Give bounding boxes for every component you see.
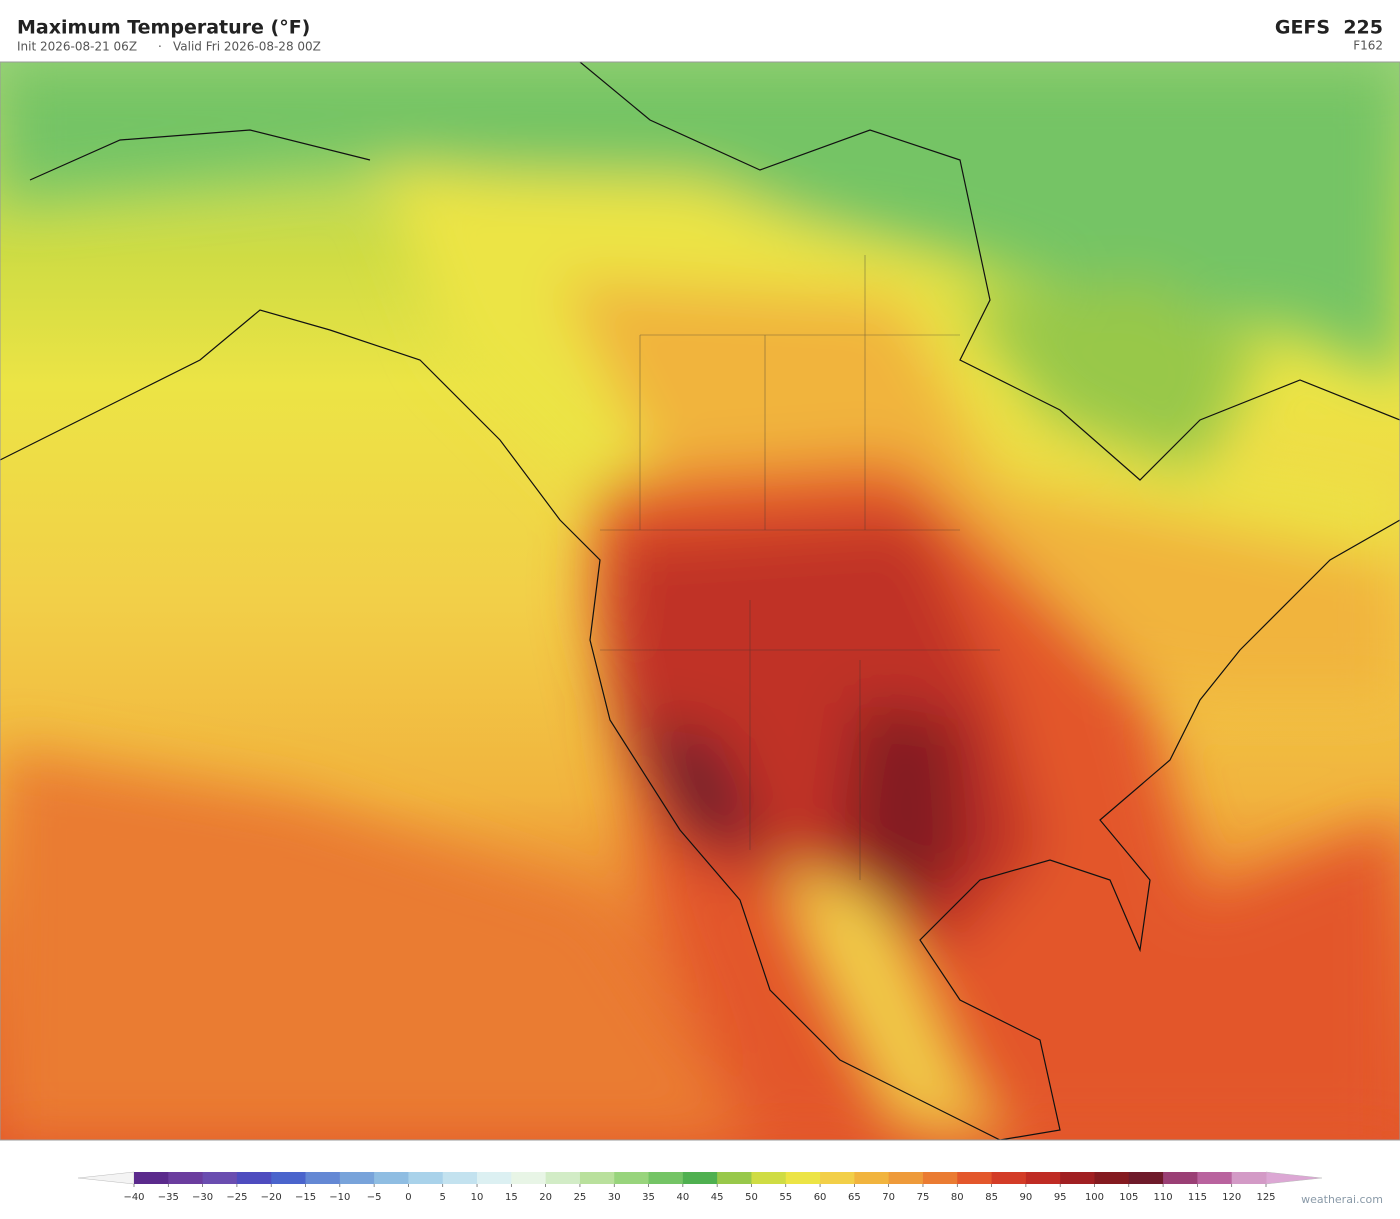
colorbar-tick-label: 95 xyxy=(1054,1192,1067,1203)
colorbar-segment xyxy=(820,1172,855,1184)
colorbar-segment xyxy=(408,1172,444,1184)
colorbar-segment xyxy=(511,1172,547,1184)
title: Maximum Temperature (°F) xyxy=(17,17,310,39)
colorbar-tick-label: −35 xyxy=(158,1192,179,1203)
colorbar-tick-label: 120 xyxy=(1222,1192,1241,1203)
colorbar-tick-label: −30 xyxy=(192,1192,213,1203)
colorbar-tick-label: 30 xyxy=(608,1192,621,1203)
colorbar-segment xyxy=(991,1172,1027,1184)
forecast-hour: F162 xyxy=(1353,39,1383,53)
colorbar-segment xyxy=(785,1172,821,1184)
colorbar-tick-label: −40 xyxy=(123,1192,144,1203)
colorbar-tick-label: 10 xyxy=(471,1192,484,1203)
colorbar-segment xyxy=(271,1172,306,1184)
colorbar-segment xyxy=(1163,1172,1198,1184)
model-name: GEFS 225 xyxy=(1275,17,1383,39)
colorbar-tick-label: 0 xyxy=(405,1192,411,1203)
colorbar-segment xyxy=(477,1172,512,1184)
colorbar-tick-label: 70 xyxy=(882,1192,895,1203)
colorbar-tick-label: 110 xyxy=(1154,1192,1173,1203)
colorbar-tick-label: 100 xyxy=(1085,1192,1104,1203)
colorbar-segment xyxy=(339,1172,375,1184)
colorbar-segment xyxy=(442,1172,478,1184)
colorbar-segment xyxy=(134,1172,169,1184)
colorbar-tick-label: 65 xyxy=(848,1192,861,1203)
colorbar-tick-label: 15 xyxy=(505,1192,518,1203)
colorbar-tick-label: 75 xyxy=(917,1192,930,1203)
colorbar-tick-label: 115 xyxy=(1188,1192,1207,1203)
colorbar-segment xyxy=(888,1172,924,1184)
colorbar-tick-label: 5 xyxy=(440,1192,446,1203)
colorbar-segment xyxy=(854,1172,890,1184)
map xyxy=(0,62,1400,1140)
colorbar-tick-label: −5 xyxy=(367,1192,382,1203)
colorbar-tick-label: −20 xyxy=(261,1192,282,1203)
colorbar-segment xyxy=(545,1172,581,1184)
init-time: Init 2026-08-21 06Z xyxy=(17,40,137,54)
colorbar-tick-label: 60 xyxy=(814,1192,827,1203)
colorbar-segment xyxy=(236,1172,272,1184)
colorbar-segment xyxy=(305,1172,341,1184)
colorbar-segment xyxy=(579,1172,615,1184)
colorbar-tick-label: 125 xyxy=(1256,1192,1275,1203)
colorbar-segment xyxy=(1197,1172,1233,1184)
colorbar-tick-label: 25 xyxy=(574,1192,587,1203)
colorbar-tick-label: 45 xyxy=(711,1192,724,1203)
colorbar-segment xyxy=(1094,1172,1130,1184)
colorbar-segment xyxy=(202,1172,238,1184)
colorbar-tick-label: 55 xyxy=(779,1192,792,1203)
colorbar-tick-label: −25 xyxy=(226,1192,247,1203)
colorbar-segment xyxy=(1025,1172,1061,1184)
colorbar-segment xyxy=(682,1172,718,1184)
colorbar-segment xyxy=(168,1172,204,1184)
colorbar-segment xyxy=(922,1172,958,1184)
colorbar-tick-label: 85 xyxy=(985,1192,998,1203)
colorbar: −40 −35 −30 −25 −20 −15 −10 −5 0 5 10 15 20 25 30 35 40 4… xyxy=(77,1171,1323,1203)
colorbar-segment xyxy=(717,1172,752,1184)
colorbar-tick-label: −15 xyxy=(295,1192,316,1203)
colorbar-segment xyxy=(374,1172,409,1184)
colorbar-segment xyxy=(1231,1172,1267,1184)
colorbar-tick-label: 80 xyxy=(951,1192,964,1203)
colorbar-tick-label: 20 xyxy=(539,1192,552,1203)
colorbar-tick-label: 90 xyxy=(1020,1192,1033,1203)
colorbar-segment xyxy=(957,1172,992,1184)
colorbar-segment xyxy=(751,1172,787,1184)
colorbar-tick-label: 40 xyxy=(676,1192,689,1203)
colorbar-tick-label: 105 xyxy=(1119,1192,1138,1203)
colorbar-tick-label: 35 xyxy=(642,1192,655,1203)
colorbar-segment xyxy=(648,1172,684,1184)
separator: · xyxy=(158,40,162,54)
colorbar-segment xyxy=(614,1172,649,1184)
colorbar-tick-label: −10 xyxy=(329,1192,350,1203)
valid-time: Valid Fri 2026-08-28 00Z xyxy=(173,40,321,54)
credit: weatherai.com xyxy=(1301,1193,1383,1206)
colorbar-segment xyxy=(1060,1172,1095,1184)
colorbar-tick-label: 50 xyxy=(745,1192,758,1203)
colorbar-segment xyxy=(1128,1172,1164,1184)
